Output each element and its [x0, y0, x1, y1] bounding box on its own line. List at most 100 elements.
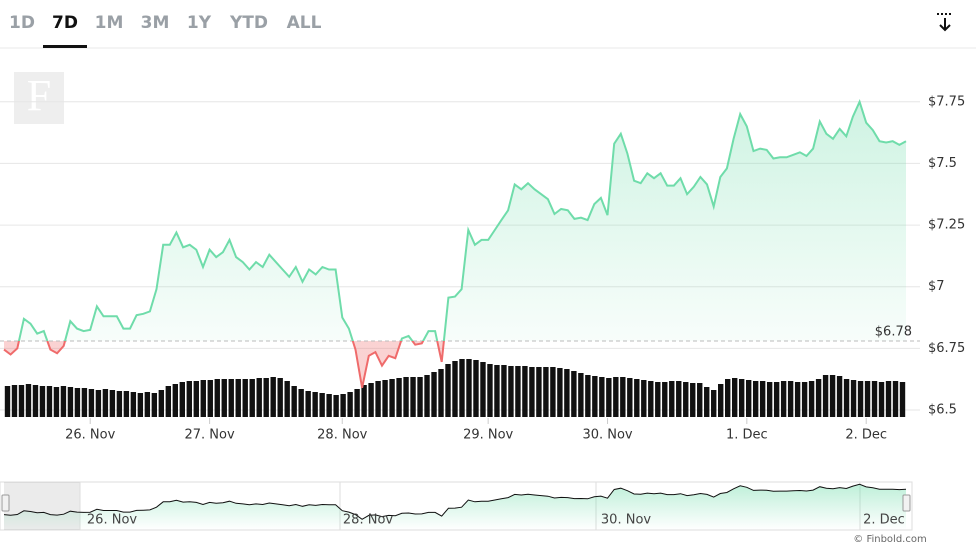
volume-bar: [284, 381, 290, 417]
volume-bar: [571, 371, 577, 417]
volume-bar: [878, 382, 885, 417]
y-tick-label: $6.5: [928, 403, 957, 418]
volume-bar: [172, 384, 179, 417]
volume-bar: [396, 378, 402, 417]
volume-bar: [263, 378, 269, 417]
volume-bar: [186, 381, 192, 417]
volume-bar: [620, 377, 626, 417]
watermark-letter: F: [27, 71, 51, 120]
volume-bar: [794, 382, 801, 417]
volume-bar: [871, 381, 878, 417]
navigator-label: 30. Nov: [601, 513, 651, 528]
volume-bar: [536, 367, 542, 417]
volume-bar: [529, 367, 535, 417]
volume-bar: [501, 365, 507, 417]
volume-bar: [95, 390, 102, 417]
range-button[interactable]: 7D: [52, 13, 78, 33]
y-tick-label: $7.5: [928, 156, 957, 171]
download-icon[interactable]: [937, 13, 953, 32]
volume-bar: [564, 369, 570, 417]
volume-bar: [787, 381, 794, 417]
x-tick-label: 30. Nov: [582, 428, 632, 443]
volume-bar: [256, 378, 262, 417]
volume-bar: [634, 379, 640, 417]
volume-bar: [864, 381, 871, 417]
volume-bar: [67, 387, 74, 417]
volume-bar: [857, 381, 864, 417]
x-tick-label: 27. Nov: [185, 428, 235, 443]
volume-bar: [382, 380, 388, 417]
volume-bar: [704, 387, 710, 417]
volume-bar: [766, 382, 773, 417]
range-underline: [43, 45, 87, 48]
volume-bar: [543, 367, 549, 417]
volume-bar: [340, 394, 346, 417]
volume-bar: [613, 377, 619, 417]
volume-bar: [843, 379, 850, 417]
volume-bar: [725, 379, 731, 417]
navigator-handle[interactable]: [1, 494, 10, 512]
volume-bar: [403, 377, 409, 417]
volume-bar: [60, 386, 67, 417]
volume-bar: [277, 378, 283, 417]
volume-bar: [123, 391, 130, 417]
y-tick-label: $7.75: [928, 94, 965, 109]
watermark-logo: [14, 72, 64, 124]
volume-bar: [326, 394, 332, 417]
volume-bar: [480, 362, 486, 417]
price-area: [4, 101, 906, 388]
volume-bar: [592, 376, 598, 417]
volume-bar: [431, 372, 437, 417]
volume-bar: [752, 381, 759, 417]
volume-bar: [4, 386, 11, 417]
volume-bar: [550, 367, 556, 417]
volume-bar: [494, 365, 500, 417]
x-tick-label: 1. Dec: [726, 428, 768, 443]
volume-bar: [354, 389, 360, 417]
volume-bar: [207, 380, 213, 417]
volume-bar: [319, 393, 325, 417]
range-button[interactable]: YTD: [229, 13, 268, 33]
volume-bar: [298, 389, 304, 417]
volume-bar: [885, 381, 892, 417]
volume-bar: [137, 393, 144, 417]
volume-bar: [81, 388, 88, 417]
volume-bar: [179, 382, 185, 417]
range-button[interactable]: 1M: [95, 13, 124, 33]
volume-bar: [11, 385, 18, 417]
volume-bar: [466, 359, 472, 417]
volume-bar: [683, 382, 689, 417]
volume-bar: [627, 378, 633, 417]
navigator-handle[interactable]: [902, 494, 911, 512]
y-tick-label: $6.75: [928, 341, 965, 356]
volume-bar: [417, 377, 423, 417]
credit: © Finbold.com: [853, 534, 926, 545]
volume-bar: [557, 368, 563, 417]
volume-bar: [39, 386, 46, 417]
range-button[interactable]: 1Y: [187, 13, 212, 33]
range-button[interactable]: 3M: [141, 13, 170, 33]
volume-bar: [745, 380, 752, 417]
volume-bar: [25, 384, 32, 417]
volume-bar: [899, 382, 906, 417]
x-tick-label: 2. Dec: [845, 428, 887, 443]
volume-bar: [165, 386, 172, 417]
volume-bar: [32, 385, 39, 417]
volume-bar: [270, 377, 276, 417]
volume-bar: [473, 360, 479, 417]
volume-bar: [144, 392, 151, 417]
volume-bar: [487, 364, 493, 417]
x-tick-label: 28. Nov: [317, 428, 367, 443]
volume-bar: [662, 382, 668, 417]
y-tick-label: $7: [928, 279, 945, 294]
volume-bar: [88, 389, 95, 417]
volume-bar: [102, 389, 109, 417]
volume-bar: [808, 381, 815, 417]
navigator-label: 28. Nov: [343, 513, 393, 528]
volume-bar: [375, 381, 381, 417]
range-button[interactable]: 1D: [9, 13, 35, 33]
volume-bar: [773, 382, 780, 417]
volume-bar: [697, 383, 703, 417]
range-button[interactable]: ALL: [287, 13, 322, 33]
volume-bar: [74, 388, 81, 417]
